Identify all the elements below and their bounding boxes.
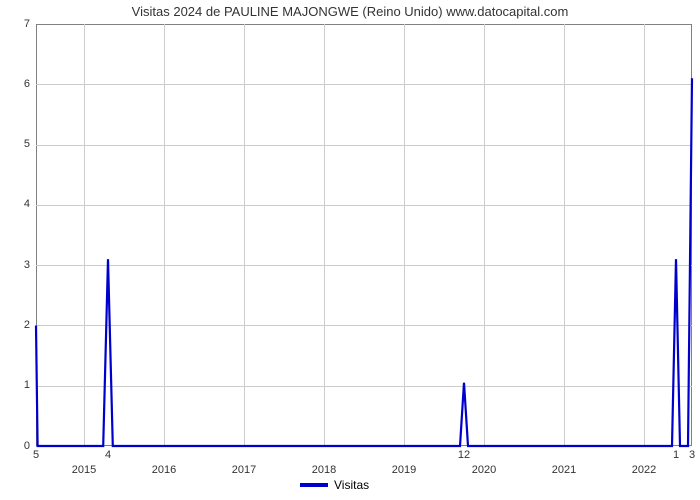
data-point-label: 5: [33, 449, 39, 461]
data-point-label: 1: [673, 449, 679, 461]
data-point-label: 12: [458, 449, 470, 461]
data-point-label: 4: [105, 449, 111, 461]
series-line: [0, 0, 700, 500]
data-point-label: 3: [689, 449, 695, 461]
